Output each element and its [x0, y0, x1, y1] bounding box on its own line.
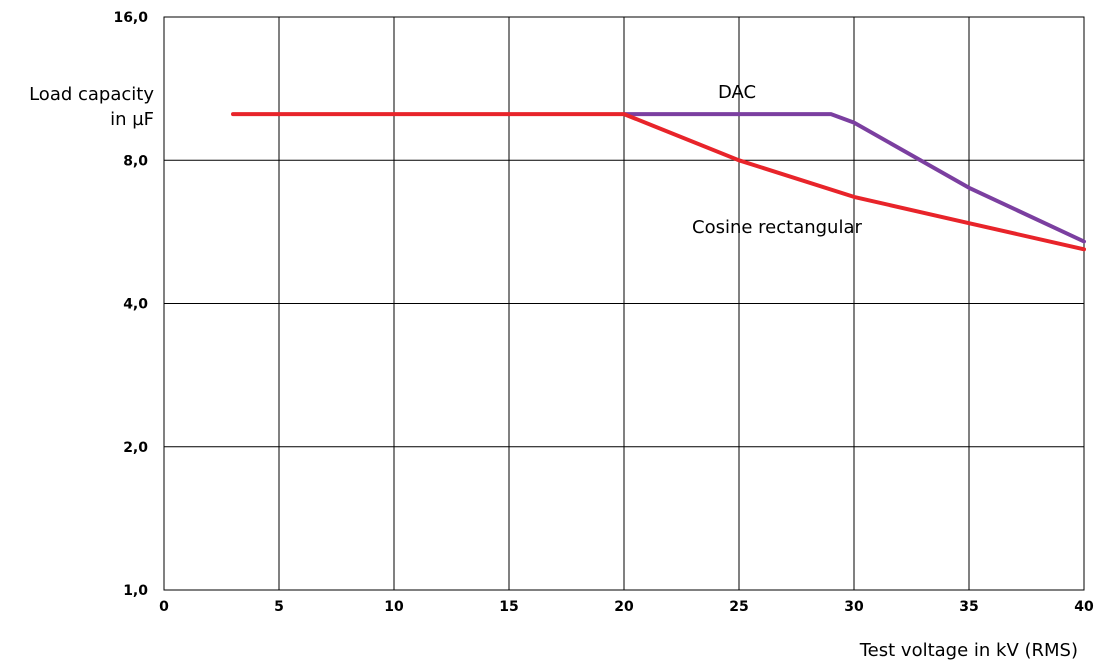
y-tick-label: 8,0 — [123, 153, 148, 169]
annotation-cosine-rectangular: Cosine rectangular — [692, 217, 863, 238]
x-tick-label: 15 — [499, 599, 518, 615]
x-tick-label: 20 — [614, 599, 634, 615]
x-tick-label: 25 — [729, 599, 748, 615]
x-tick-label: 10 — [384, 599, 404, 615]
annotation-dac: DAC — [718, 82, 756, 103]
series-layer — [231, 112, 1086, 252]
x-tick-label: 30 — [844, 599, 864, 615]
x-tick-label: 35 — [959, 599, 978, 615]
series-line-cosine-rectangular — [231, 112, 1086, 252]
y-tick-label: 2,0 — [123, 440, 148, 456]
x-tick-label: 5 — [274, 599, 284, 615]
y-tick-label: 4,0 — [123, 297, 148, 313]
x-tick-label: 0 — [159, 599, 169, 615]
y-tick-label: 1,0 — [123, 583, 148, 599]
x-tick-label: 40 — [1074, 599, 1094, 615]
grid — [163, 16, 1085, 591]
y-axis-label-line-1: Load capacity — [29, 84, 154, 105]
x-axis-label: Test voltage in kV (RMS) — [859, 640, 1078, 661]
y-axis-label-line-2: in µF — [110, 109, 154, 130]
y-tick-label: 16,0 — [113, 10, 148, 26]
series-line-dac — [622, 112, 1086, 244]
tick-labels: 0 5 10 15 20 25 30 35 40 1,0 2,0 4,0 8,0 16,0 — [113, 10, 1094, 615]
